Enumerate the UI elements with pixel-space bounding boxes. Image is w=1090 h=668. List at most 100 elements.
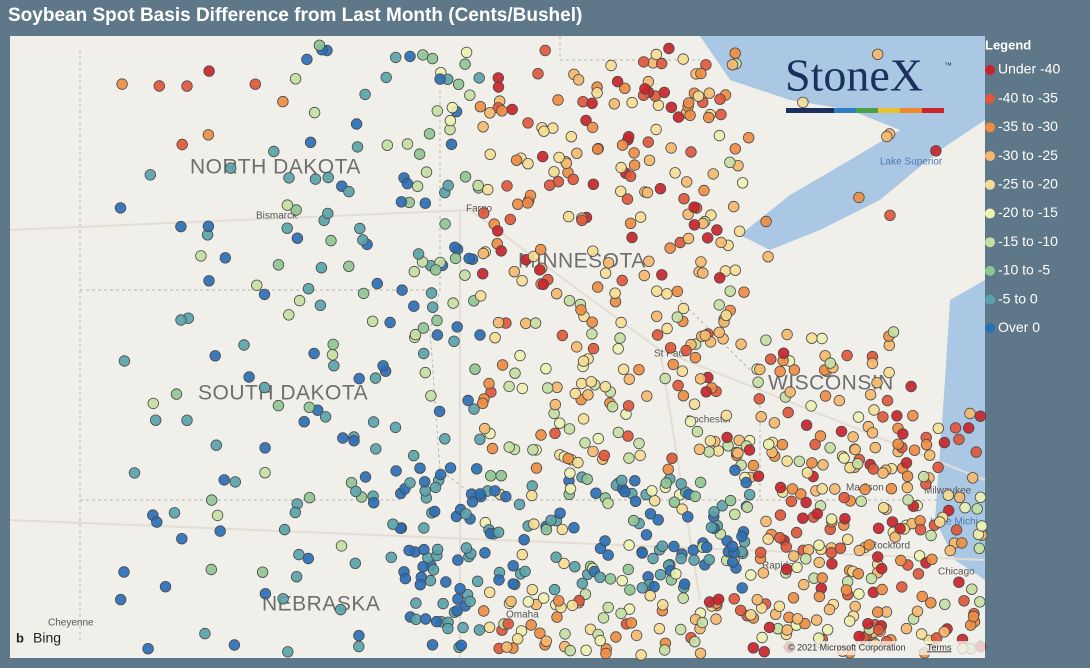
site-dot (325, 234, 337, 247)
site-dot (429, 505, 441, 518)
site-dot (348, 435, 360, 447)
site-dot (774, 532, 786, 544)
site-dot (353, 629, 365, 642)
site-dot (455, 639, 468, 652)
site-dot (974, 410, 987, 422)
site-dot (840, 584, 853, 596)
site-dot (630, 629, 643, 642)
site-dot (915, 628, 928, 640)
site-dot (556, 329, 569, 342)
site-dot (732, 447, 744, 459)
site-dot (781, 455, 793, 467)
site-dot (715, 236, 727, 249)
site-dot (638, 56, 650, 68)
site-dot (506, 103, 518, 116)
state-label: NEBRASKA (262, 593, 380, 616)
site-dot (729, 508, 741, 521)
site-dot (833, 394, 846, 407)
site-dot (902, 494, 914, 506)
site-dot (713, 326, 725, 339)
site-dot (590, 487, 602, 499)
site-dot (118, 355, 131, 367)
state-label: MINNESOTA (518, 250, 646, 273)
site-dot (211, 509, 224, 522)
site-dot (839, 513, 851, 525)
site-dot (395, 196, 408, 208)
site-dot (592, 281, 604, 293)
site-dot (853, 544, 866, 557)
site-dot (667, 358, 679, 371)
site-dot (387, 518, 399, 530)
site-dot (615, 185, 627, 198)
site-dot (974, 596, 986, 608)
site-dot (229, 476, 242, 488)
site-dot (640, 529, 653, 541)
site-dot (877, 502, 890, 514)
site-dot (826, 558, 838, 570)
site-dot (537, 278, 550, 291)
site-dot (852, 458, 864, 470)
site-dot (900, 457, 913, 469)
site-dot (419, 613, 432, 625)
site-dot (459, 58, 471, 70)
site-dot (602, 549, 614, 561)
site-dot (492, 81, 505, 93)
site-dot (865, 572, 878, 585)
site-dot (788, 364, 801, 376)
site-dot (813, 590, 826, 603)
site-dot (408, 449, 420, 462)
site-dot (756, 631, 768, 644)
site-dot (600, 647, 612, 660)
site-dot (669, 167, 681, 179)
site-dot (587, 178, 600, 191)
site-dot (700, 59, 712, 71)
site-dot (877, 411, 889, 423)
site-dot (419, 197, 432, 209)
site-dot (644, 508, 657, 520)
site-dot (729, 464, 741, 476)
site-dot (615, 607, 627, 620)
site-dot (720, 409, 733, 422)
site-dot (381, 139, 394, 151)
site-dot (326, 349, 339, 361)
site-dot (913, 550, 926, 562)
site-dot (605, 59, 617, 72)
site-dot (580, 114, 592, 127)
legend-label: Over 0 (998, 319, 1040, 335)
site-dot (534, 264, 546, 276)
site-dot (390, 51, 402, 64)
site-dot (844, 615, 856, 627)
site-dot (973, 542, 986, 555)
site-dot (887, 326, 900, 338)
site-dot (647, 552, 659, 565)
site-dot (599, 381, 612, 393)
site-dot (516, 275, 528, 287)
site-dot (816, 332, 828, 345)
site-dot (224, 162, 237, 174)
site-dot (500, 490, 512, 503)
site-dot (872, 48, 884, 61)
site-dot (656, 269, 668, 281)
terms-link[interactable]: Terms (927, 642, 952, 652)
site-dot (784, 386, 796, 398)
site-dot (665, 101, 678, 114)
site-dot (577, 355, 590, 367)
site-dot (464, 89, 476, 101)
city-label: Fargo (466, 204, 493, 215)
site-dot (495, 245, 507, 257)
site-dot (886, 516, 899, 528)
site-dot (228, 639, 241, 651)
site-dot (683, 97, 695, 109)
site-dot (964, 407, 976, 420)
site-dot (551, 611, 563, 623)
site-dot (426, 639, 439, 651)
site-dot (599, 535, 611, 547)
site-dot (430, 264, 442, 276)
site-dot (199, 627, 211, 640)
site-dot (724, 156, 736, 169)
site-dot (652, 514, 664, 526)
site-dot (816, 572, 828, 584)
site-dot (616, 474, 628, 487)
site-dot (556, 523, 569, 536)
site-dot (604, 573, 617, 585)
